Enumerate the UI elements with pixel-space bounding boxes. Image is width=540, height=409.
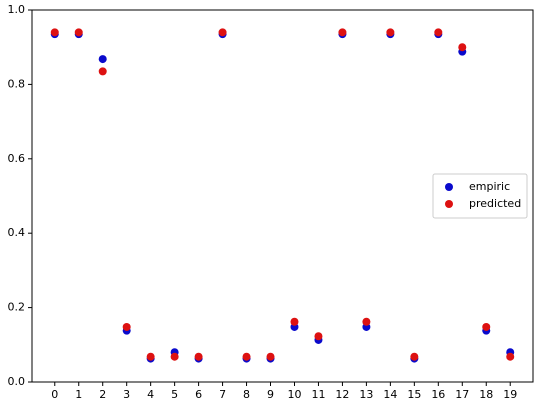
point bbox=[50, 28, 59, 37]
legend-marker bbox=[445, 183, 453, 191]
x-tick-label: 13 bbox=[359, 388, 373, 401]
point bbox=[506, 352, 515, 361]
point bbox=[170, 352, 179, 361]
x-tick-label: 10 bbox=[287, 388, 301, 401]
x-tick-label: 15 bbox=[407, 388, 421, 401]
y-tick-label: 0.4 bbox=[8, 226, 26, 239]
point bbox=[314, 332, 323, 341]
x-tick-label: 9 bbox=[267, 388, 274, 401]
x-tick-label: 7 bbox=[219, 388, 226, 401]
x-tick-label: 1 bbox=[75, 388, 82, 401]
y-tick-label: 0.8 bbox=[8, 77, 26, 90]
x-tick-label: 19 bbox=[503, 388, 517, 401]
point bbox=[482, 322, 491, 331]
point bbox=[242, 352, 251, 361]
point bbox=[122, 322, 131, 331]
point bbox=[194, 352, 203, 361]
point bbox=[98, 67, 107, 76]
x-tick-label: 5 bbox=[171, 388, 178, 401]
point bbox=[74, 28, 83, 37]
point bbox=[218, 28, 227, 37]
point bbox=[290, 317, 299, 326]
point bbox=[434, 28, 443, 37]
point bbox=[362, 317, 371, 326]
legend-marker bbox=[445, 200, 453, 208]
x-tick-label: 4 bbox=[147, 388, 154, 401]
x-tick-label: 16 bbox=[431, 388, 445, 401]
y-tick-label: 0.6 bbox=[8, 152, 26, 165]
point bbox=[386, 28, 395, 37]
legend-label: empiric bbox=[469, 180, 510, 193]
point bbox=[98, 55, 107, 64]
x-tick-label: 6 bbox=[195, 388, 202, 401]
x-tick-label: 8 bbox=[243, 388, 250, 401]
legend-box bbox=[432, 173, 528, 219]
point bbox=[266, 352, 275, 361]
point bbox=[410, 352, 419, 361]
point bbox=[146, 352, 155, 361]
x-tick-label: 2 bbox=[99, 388, 106, 401]
x-tick-label: 17 bbox=[455, 388, 469, 401]
legend-label: predicted bbox=[469, 197, 521, 210]
point bbox=[458, 43, 467, 52]
x-tick-label: 18 bbox=[479, 388, 493, 401]
plot-area bbox=[31, 9, 534, 383]
x-tick-label: 14 bbox=[383, 388, 397, 401]
point bbox=[338, 28, 347, 37]
x-tick-label: 11 bbox=[311, 388, 325, 401]
x-tick-label: 3 bbox=[123, 388, 130, 401]
x-tick-label: 0 bbox=[51, 388, 58, 401]
y-tick-label: 0.2 bbox=[8, 301, 26, 314]
y-tick-label: 0.0 bbox=[8, 375, 26, 388]
y-tick-label: 1.0 bbox=[8, 3, 26, 16]
x-tick-label: 12 bbox=[335, 388, 349, 401]
